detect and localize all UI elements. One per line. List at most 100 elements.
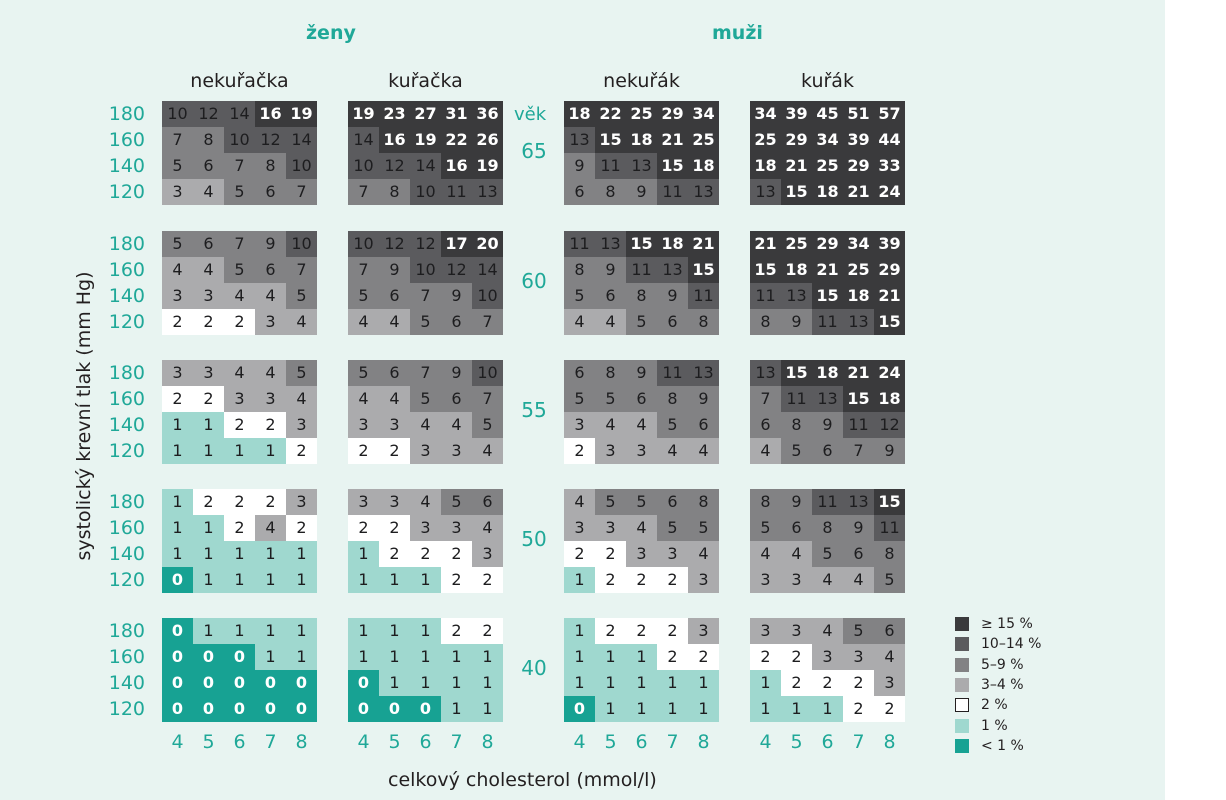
risk-cell: 3 [348, 412, 379, 438]
risk-cell: 10 [224, 127, 255, 153]
group-label: nekuřačka [190, 70, 289, 92]
group-label: kuřák [801, 70, 854, 92]
bp-tick-label: 120 [108, 181, 145, 203]
risk-cell: 4 [750, 438, 781, 464]
risk-cell: 0 [193, 644, 224, 670]
y-axis-label: systolický krevní tlak (mm Hg) [73, 271, 95, 561]
risk-cell: 5 [750, 515, 781, 541]
risk-cell: 36 [472, 101, 503, 127]
risk-cell: 2 [781, 670, 812, 696]
risk-cell: 1 [472, 670, 503, 696]
risk-cell: 13 [564, 127, 595, 153]
risk-cell: 1 [255, 567, 286, 593]
risk-cell: 8 [255, 153, 286, 179]
risk-cell: 1 [595, 670, 626, 696]
risk-cell: 4 [441, 412, 472, 438]
risk-cell: 5 [564, 386, 595, 412]
risk-cell: 2 [595, 618, 626, 644]
risk-cell: 5 [843, 618, 874, 644]
risk-cell: 5 [781, 438, 812, 464]
risk-cell: 13 [750, 179, 781, 205]
risk-cell: 3 [162, 179, 193, 205]
risk-cell: 9 [626, 179, 657, 205]
risk-cell: 3 [348, 489, 379, 515]
risk-cell: 11 [441, 179, 472, 205]
risk-cell: 0 [286, 696, 317, 722]
risk-cell: 2 [193, 386, 224, 412]
cholesterol-tick-label: 6 [419, 731, 432, 753]
risk-cell: 2 [874, 696, 905, 722]
risk-cell: 19 [472, 153, 503, 179]
risk-cell: 7 [472, 386, 503, 412]
risk-cell: 3 [688, 618, 719, 644]
risk-cell: 4 [812, 618, 843, 644]
risk-cell: 15 [812, 283, 843, 309]
risk-cell: 2 [626, 567, 657, 593]
risk-cell: 5 [286, 283, 317, 309]
risk-cell: 1 [348, 618, 379, 644]
risk-cell: 10 [472, 360, 503, 386]
risk-cell: 3 [286, 489, 317, 515]
risk-cell: 6 [255, 179, 286, 205]
risk-cell: 6 [626, 386, 657, 412]
risk-cell: 1 [595, 696, 626, 722]
risk-cell: 2 [193, 309, 224, 335]
risk-cell: 3 [379, 489, 410, 515]
risk-cell: 1 [379, 618, 410, 644]
risk-cell: 6 [843, 541, 874, 567]
risk-cell: 1 [812, 696, 843, 722]
risk-cell: 1 [688, 670, 719, 696]
risk-cell: 9 [626, 360, 657, 386]
risk-cell: 9 [688, 386, 719, 412]
risk-cell: 2 [379, 438, 410, 464]
risk-cell: 3 [162, 360, 193, 386]
risk-cell: 12 [379, 231, 410, 257]
risk-cell: 13 [688, 360, 719, 386]
risk-cell: 24 [874, 179, 905, 205]
risk-cell: 10 [286, 231, 317, 257]
bp-tick-label: 120 [108, 698, 145, 720]
risk-cell: 2 [224, 489, 255, 515]
risk-cell: 39 [874, 231, 905, 257]
risk-cell: 4 [286, 309, 317, 335]
risk-cell: 13 [750, 360, 781, 386]
risk-cell: 19 [410, 127, 441, 153]
risk-cell: 8 [595, 179, 626, 205]
risk-cell: 8 [874, 541, 905, 567]
risk-cell: 2 [472, 618, 503, 644]
risk-cell: 5 [595, 489, 626, 515]
bp-tick-label: 180 [108, 103, 145, 125]
risk-cell: 5 [874, 567, 905, 593]
risk-cell: 1 [255, 618, 286, 644]
risk-cell: 5 [162, 153, 193, 179]
risk-cell: 29 [657, 101, 688, 127]
risk-cell: 18 [812, 179, 843, 205]
group-label: nekuřák [603, 70, 680, 92]
risk-cell: 2 [657, 618, 688, 644]
risk-cell: 1 [626, 696, 657, 722]
risk-cell: 1 [162, 541, 193, 567]
risk-cell: 5 [688, 515, 719, 541]
risk-cell: 0 [224, 670, 255, 696]
bp-tick-label: 160 [108, 129, 145, 151]
risk-cell: 2 [162, 386, 193, 412]
risk-cell: 6 [564, 360, 595, 386]
risk-cell: 11 [657, 179, 688, 205]
risk-cell: 4 [874, 644, 905, 670]
risk-cell: 11 [843, 412, 874, 438]
risk-cell: 25 [843, 257, 874, 283]
risk-cell: 12 [874, 412, 905, 438]
risk-cell: 7 [750, 386, 781, 412]
risk-cell: 10 [410, 257, 441, 283]
risk-cell: 1 [410, 670, 441, 696]
risk-cell: 9 [812, 412, 843, 438]
risk-cell: 13 [812, 386, 843, 412]
risk-cell: 18 [750, 153, 781, 179]
risk-cell: 2 [286, 515, 317, 541]
risk-cell: 3 [224, 386, 255, 412]
cholesterol-tick-label: 6 [635, 731, 648, 753]
risk-cell: 12 [379, 153, 410, 179]
risk-cell: 25 [688, 127, 719, 153]
risk-cell: 3 [781, 618, 812, 644]
risk-cell: 3 [750, 618, 781, 644]
